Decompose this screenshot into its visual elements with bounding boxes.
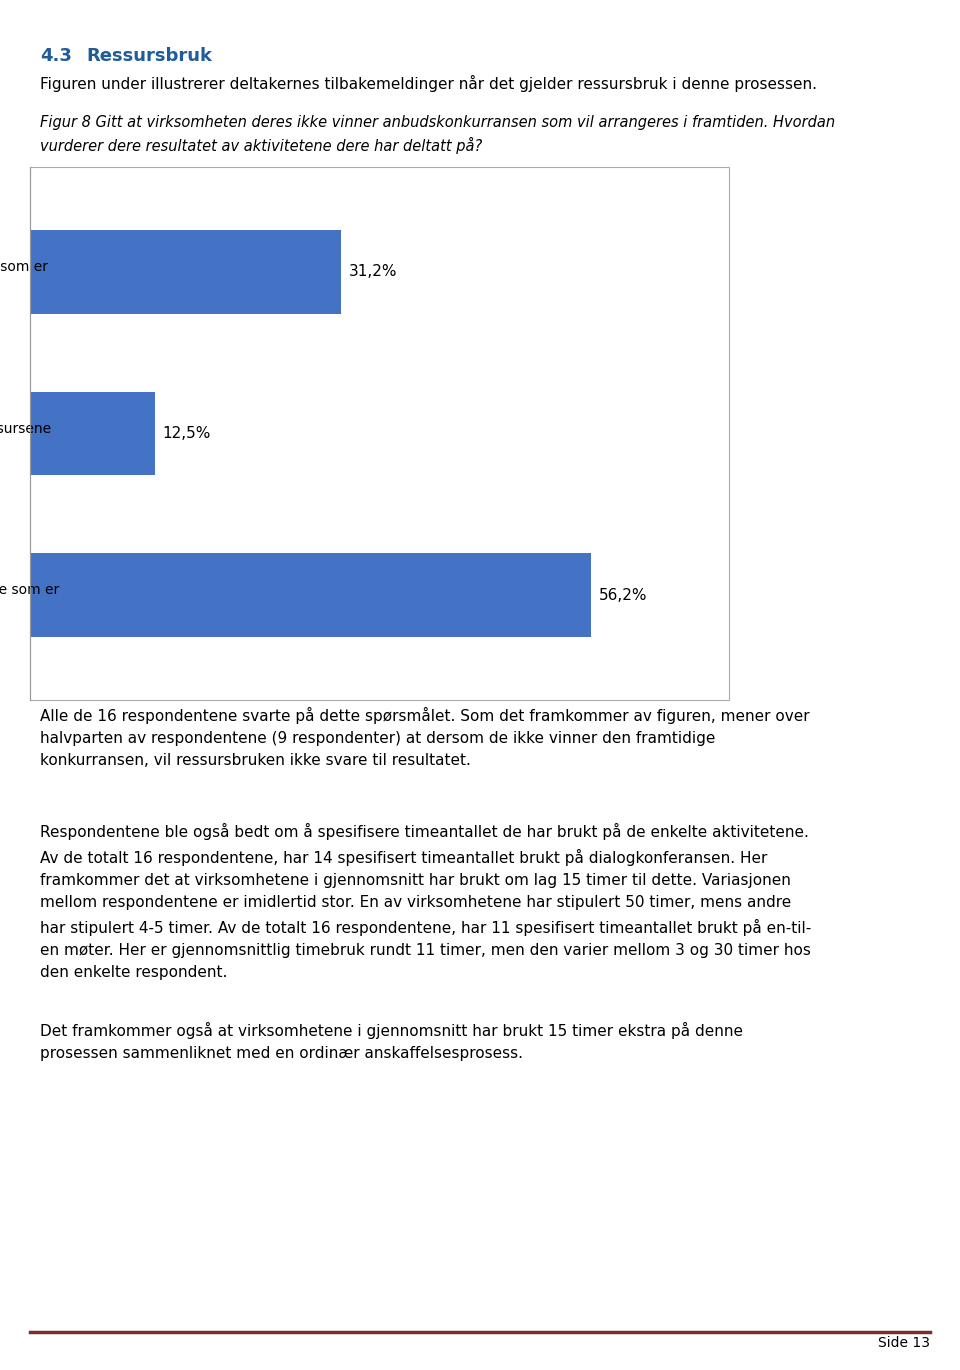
Text: Det framkommer også at virksomhetene i gjennomsnitt har brukt 15 timer ekstra på: Det framkommer også at virksomhetene i g… [40,1022,743,1062]
Text: Alle de 16 respondentene svarte på dette spørsmålet. Som det framkommer av figur: Alle de 16 respondentene svarte på dette… [40,707,810,769]
Text: Ressursbruk: Ressursbruk [86,47,212,64]
Text: Figur 8 Gitt at virksomheten deres ikke vinner anbudskonkurransen som vil arrang: Figur 8 Gitt at virksomheten deres ikke … [40,115,835,153]
Text: 12,5%: 12,5% [162,426,211,441]
Text: 31,2%: 31,2% [349,264,397,279]
Text: Respondentene ble også bedt om å spesifisere timeantallet de har brukt på de enk: Respondentene ble også bedt om å spesifi… [40,823,811,980]
Bar [30,392,155,475]
Text: Side 13: Side 13 [878,1336,930,1349]
Bar [30,230,341,314]
Text: 56,2%: 56,2% [599,588,647,603]
Text: Figuren under illustrerer deltakernes tilbakemeldinger når det gjelder ressursbr: Figuren under illustrerer deltakernes ti… [40,75,817,92]
Bar [30,553,590,637]
Text: 4.3: 4.3 [40,47,72,64]
